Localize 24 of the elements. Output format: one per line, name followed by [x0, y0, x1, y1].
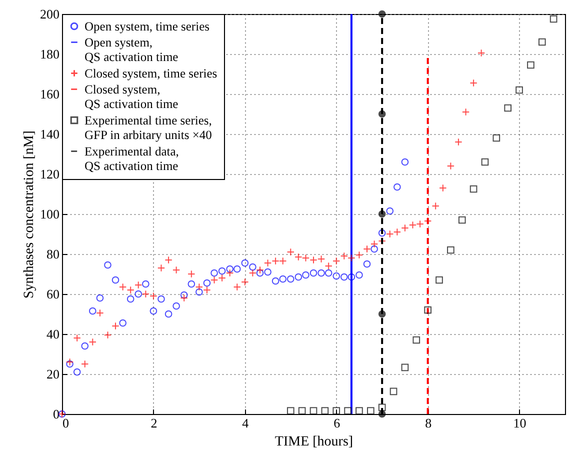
- legend-label: Open system, QS activation time: [84, 35, 179, 64]
- legend-label: Experimental data, QS activation time: [84, 144, 179, 173]
- y-axis-title: Synthases concentration [nM]: [22, 130, 37, 298]
- y-tick-label: 60: [46, 286, 60, 302]
- y-tick-label: 160: [40, 86, 60, 102]
- legend-label: Open system, time series: [84, 19, 210, 34]
- x-tick-label: 8: [425, 416, 432, 430]
- y-tick-label: 80: [46, 246, 60, 262]
- x-axis-title: TIME [hours]: [274, 434, 354, 450]
- legend-label: Closed system, QS activation time: [84, 82, 179, 111]
- y-tick-label: 120: [40, 166, 60, 182]
- y-tick-label: 140: [40, 126, 60, 142]
- y-tick-label: 40: [46, 326, 60, 342]
- x-tick-label: 0: [62, 416, 69, 430]
- legend-label: Closed system, time series: [84, 66, 218, 80]
- x-tick-label: 10: [513, 416, 526, 430]
- legend-label: Experimental time series, GFP in arbitary units ×40: [84, 113, 212, 142]
- y-tick-label: 200: [40, 6, 60, 22]
- x-tick-label: 2: [150, 416, 158, 430]
- y-tick-label: 180: [40, 46, 60, 62]
- y-tick-label: 20: [46, 366, 60, 382]
- y-tick-label: 100: [40, 206, 60, 222]
- x-tick-label: 6: [334, 416, 341, 430]
- x-tick-label: 4: [242, 416, 250, 430]
